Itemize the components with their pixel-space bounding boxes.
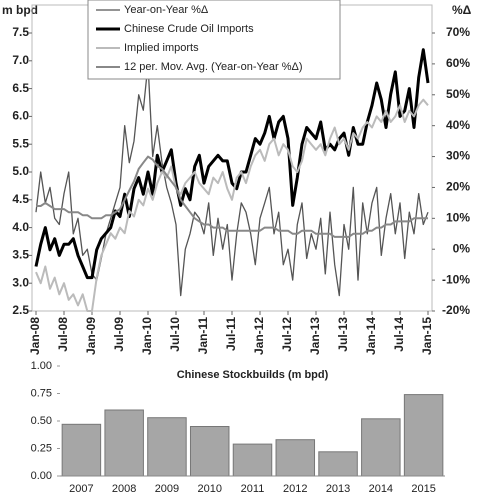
y-tick-label: 4.0 <box>12 220 29 234</box>
y-tick-label: 0.25 <box>31 442 52 454</box>
series-line <box>35 98 429 312</box>
legend-label: Implied imports <box>124 42 199 54</box>
bar <box>403 394 444 477</box>
bar <box>318 451 358 477</box>
x-tick-label: Jan-08 <box>28 317 42 355</box>
x-tick-label: Jan-12 <box>252 317 266 355</box>
bar <box>147 417 187 477</box>
x-tick-label: Jan-10 <box>140 317 154 355</box>
y2-tick-label: 40% <box>446 118 470 132</box>
x-tick-label: 2011 <box>241 483 265 495</box>
y2-tick-label: -20% <box>442 303 470 317</box>
x-tick-label: Jul-10 <box>168 317 182 352</box>
y-tick-label: 6.0 <box>12 109 29 123</box>
x-tick-label: Jul-11 <box>224 317 238 351</box>
x-tick-label: Jan-11 <box>196 317 210 355</box>
y2-tick-label: 10% <box>446 211 470 225</box>
y2-axis-label: %Δ <box>452 3 472 17</box>
x-tick-label: Jan-09 <box>84 317 98 355</box>
bar <box>104 409 144 477</box>
y-tick-label: 0.50 <box>31 415 52 427</box>
series-line <box>36 155 428 238</box>
legend-box <box>87 0 341 80</box>
y2-tick-label: 30% <box>446 149 470 163</box>
chart-title: Chinese Stockbuilds (m bpd) <box>177 369 329 381</box>
y-tick-label: 0.75 <box>31 387 52 399</box>
y2-tick-label: 0% <box>453 241 471 255</box>
x-tick-label: Jan-15 <box>420 317 434 355</box>
y-tick-label: 6.5 <box>12 81 29 95</box>
x-tick-label: Jul-09 <box>112 317 126 352</box>
bar <box>61 423 102 477</box>
y2-tick-label: 60% <box>446 56 470 70</box>
y-tick-label: 3.5 <box>12 248 29 262</box>
x-tick-label: 2010 <box>197 483 221 495</box>
x-tick-label: 2015 <box>411 483 435 495</box>
x-tick-label: Jul-13 <box>336 317 350 352</box>
y2-tick-label: 50% <box>446 87 470 101</box>
x-tick-label: Jan-13 <box>308 317 322 355</box>
x-tick-label: Jul-08 <box>56 317 70 352</box>
x-tick-label: 2008 <box>112 483 136 495</box>
y-tick-label: 1.00 <box>31 360 52 372</box>
bar <box>275 439 316 477</box>
y-tick-label: 5.0 <box>12 164 29 178</box>
y-tick-label: 0.00 <box>31 470 52 482</box>
x-tick-label: 2007 <box>69 483 93 495</box>
bar <box>232 443 273 477</box>
bar <box>189 426 230 477</box>
y2-tick-label: 70% <box>446 25 470 39</box>
y2-tick-label: -10% <box>442 272 470 286</box>
y-axis-label: m bpd <box>2 3 38 17</box>
bar <box>361 418 401 477</box>
x-tick-label: 2009 <box>155 483 179 495</box>
x-tick-label: 2014 <box>369 483 393 495</box>
y-tick-label: 5.5 <box>12 136 29 150</box>
y-tick-label: 3.0 <box>12 275 29 289</box>
legend-label: 12 per. Mov. Avg. (Year-on-Year %Δ) <box>124 61 303 73</box>
y-tick-label: 7.0 <box>12 53 29 67</box>
y-tick-label: 4.5 <box>12 192 29 206</box>
legend-label: Year-on-Year %Δ <box>124 4 209 16</box>
x-tick-label: 2012 <box>283 483 307 495</box>
x-tick-label: Jan-14 <box>364 317 378 355</box>
legend-label: Chinese Crude Oil Imports <box>124 23 254 35</box>
y-tick-label: 2.5 <box>12 303 29 317</box>
y-tick-label: 7.5 <box>12 25 29 39</box>
x-tick-label: Jul-12 <box>280 317 294 352</box>
series-line <box>34 48 430 280</box>
x-tick-label: 2013 <box>326 483 350 495</box>
x-tick-label: Jul-14 <box>392 317 406 352</box>
y2-tick-label: 20% <box>446 180 470 194</box>
